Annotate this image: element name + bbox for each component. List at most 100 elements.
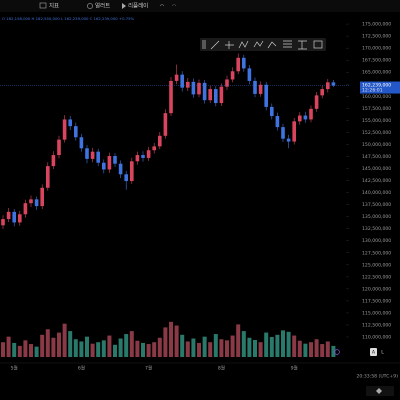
x-tick-label: 7월 bbox=[145, 365, 152, 372]
drawing-toolbar-bg bbox=[200, 38, 326, 51]
horizontal-line-tool[interactable] bbox=[225, 41, 234, 49]
clock: 20:33:58 (UTC+9) bbox=[356, 374, 398, 380]
volume-bar bbox=[225, 340, 229, 357]
x-tick-label: 8월 bbox=[218, 365, 225, 372]
candle-body bbox=[96, 151, 100, 163]
volume-bar bbox=[157, 337, 162, 357]
volume-bar bbox=[96, 342, 101, 357]
candle-body bbox=[68, 119, 72, 127]
volume-marker bbox=[334, 349, 340, 355]
candle-body bbox=[29, 199, 33, 204]
candle-body bbox=[23, 203, 28, 215]
range-tool[interactable] bbox=[298, 40, 307, 50]
toolbar-item[interactable]: 리플레이 bbox=[128, 2, 148, 10]
candle-body bbox=[6, 211, 11, 220]
candle-body bbox=[247, 68, 252, 81]
volume-bar bbox=[118, 338, 123, 357]
last-price-tag bbox=[360, 81, 400, 94]
candle-body bbox=[292, 121, 296, 142]
x-tick-label: 9월 bbox=[291, 365, 298, 372]
y-tick-label: 165,000,000 bbox=[362, 70, 391, 76]
candle-body bbox=[62, 119, 67, 140]
scale-button-bg bbox=[370, 348, 377, 356]
volume-bar bbox=[236, 324, 241, 357]
volume-bar bbox=[57, 332, 61, 357]
volume-bar bbox=[275, 334, 280, 357]
volume-bar bbox=[185, 341, 190, 357]
y-tick-label: 125,000,000 bbox=[362, 262, 391, 268]
volume-bar bbox=[219, 339, 224, 357]
plot: 110,000,000 112,500,000 115,000,000 117,500… bbox=[0, 22, 400, 372]
pattern-tool[interactable] bbox=[238, 40, 249, 49]
candle-body bbox=[219, 86, 224, 104]
y-tick-label: 135,000,000 bbox=[362, 214, 391, 220]
volume-bar bbox=[79, 341, 84, 357]
volume-bar bbox=[331, 345, 336, 357]
candle-body bbox=[118, 163, 123, 175]
rectangle-tool[interactable] bbox=[313, 40, 323, 49]
y-tick-label: 127,500,000 bbox=[362, 250, 391, 256]
candle-body bbox=[197, 82, 201, 95]
y-tick-label: 170,000,000 bbox=[362, 46, 391, 52]
scale-button-bg bbox=[379, 348, 386, 356]
y-tick-label: 117,500,000 bbox=[362, 298, 391, 304]
redo-icon[interactable] bbox=[171, 4, 177, 7]
volume-bar bbox=[129, 331, 134, 357]
volume-bar bbox=[309, 342, 313, 357]
volume-bar bbox=[90, 343, 95, 357]
volume-bar bbox=[29, 344, 33, 357]
volume-bar bbox=[163, 327, 168, 357]
y-tick-label: 150,000,000 bbox=[362, 142, 391, 148]
trend-line-tool[interactable] bbox=[210, 40, 220, 50]
candle-body bbox=[113, 156, 117, 164]
toolbar-item[interactable]: 지표 bbox=[49, 2, 59, 10]
volume-bar bbox=[230, 335, 235, 357]
candle-body bbox=[326, 82, 330, 90]
candle-body bbox=[281, 127, 285, 139]
volume-bar bbox=[314, 339, 319, 357]
candle-body bbox=[186, 81, 190, 88]
y-tick-label: 175,000,000 bbox=[362, 22, 391, 28]
candle-body bbox=[74, 126, 78, 138]
candle-body bbox=[169, 80, 173, 114]
candle-body bbox=[264, 84, 268, 107]
y-tick-label: 172,500,000 bbox=[362, 34, 391, 40]
volume-bar bbox=[124, 334, 129, 357]
volume-bar bbox=[51, 337, 56, 357]
candle-body bbox=[107, 156, 112, 170]
wave-tool[interactable] bbox=[253, 40, 264, 48]
x-tick-label: 5월 bbox=[11, 365, 18, 372]
candle-body bbox=[57, 139, 61, 156]
volume-bar bbox=[303, 343, 308, 357]
volume-bar bbox=[247, 337, 252, 357]
candle-body bbox=[331, 82, 336, 86]
fib-tool[interactable] bbox=[283, 40, 292, 48]
volume-bar bbox=[1, 342, 5, 357]
path-tool[interactable] bbox=[267, 41, 277, 49]
candle-body bbox=[85, 148, 89, 159]
volume-bar bbox=[180, 334, 185, 357]
volume-bar bbox=[68, 331, 73, 357]
candle-body bbox=[225, 79, 229, 87]
candle-body bbox=[141, 155, 145, 158]
drag-handle bbox=[202, 40, 206, 49]
bottom-bar bbox=[366, 386, 394, 396]
candle-body bbox=[314, 95, 319, 109]
indicator-icon bbox=[39, 2, 47, 9]
candle-body bbox=[135, 155, 140, 162]
scale-button[interactable]: A bbox=[372, 350, 376, 356]
candle-body bbox=[12, 211, 16, 223]
candle-body bbox=[51, 155, 56, 167]
candle-body bbox=[214, 89, 218, 104]
alert-icon bbox=[87, 3, 93, 9]
volume-bar bbox=[101, 340, 106, 357]
candle-body bbox=[286, 138, 291, 142]
candle-body bbox=[303, 115, 308, 120]
undo-icon[interactable] bbox=[159, 4, 165, 7]
candle-body bbox=[40, 187, 44, 207]
scale-button[interactable]: L bbox=[381, 350, 384, 356]
volume-bar bbox=[325, 341, 330, 357]
volume-bar bbox=[241, 331, 246, 357]
toolbar-item[interactable]: 얼러트 bbox=[95, 2, 110, 10]
